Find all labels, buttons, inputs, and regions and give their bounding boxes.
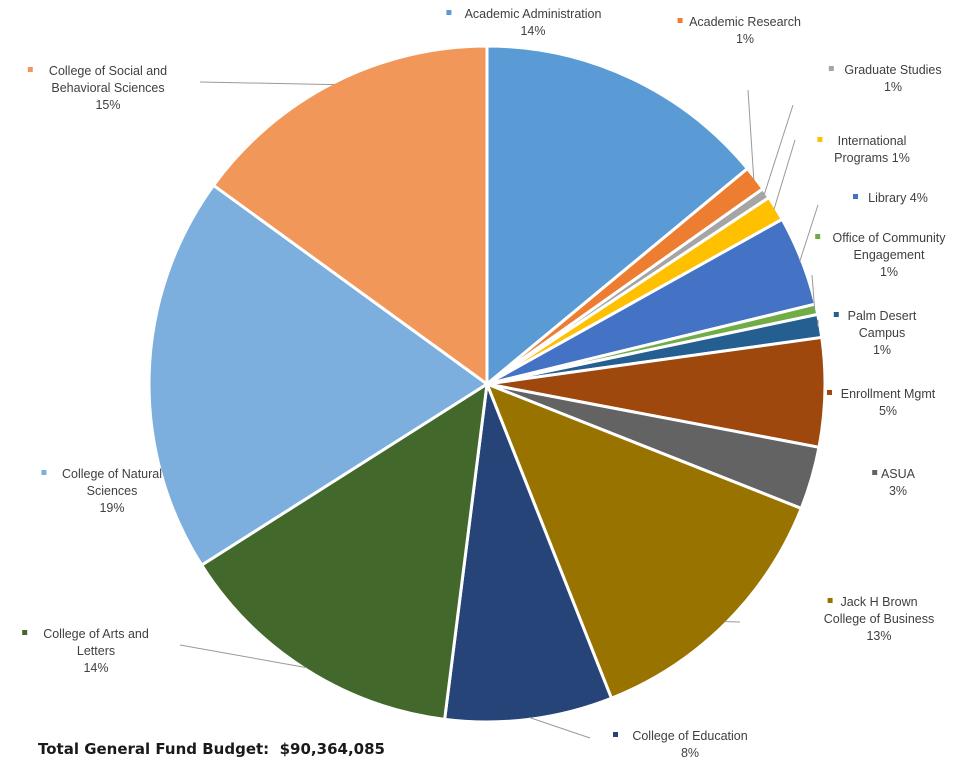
pie-slice bbox=[199, 381, 489, 722]
slice-label-name: Engagement bbox=[854, 248, 925, 262]
slice-label-percent: 1% bbox=[873, 343, 891, 357]
slice-label-name: Campus bbox=[859, 326, 906, 340]
slice-label-percent: 14% bbox=[520, 24, 545, 38]
slice-label: College of Arts and Letters 14% bbox=[22, 627, 149, 675]
legend-marker bbox=[41, 470, 47, 475]
legend-marker bbox=[833, 312, 839, 317]
legend-marker bbox=[828, 66, 834, 71]
legend-marker bbox=[22, 630, 28, 635]
slice-label-name: Palm Desert bbox=[848, 309, 917, 323]
slice-label: Graduate Studies 1% bbox=[828, 63, 942, 94]
legend-marker bbox=[817, 137, 823, 142]
leader-line bbox=[799, 204, 819, 262]
slice-label: Jack H Brown College of Business 13% bbox=[824, 595, 934, 643]
slice-label-name: Office of Community bbox=[832, 231, 946, 245]
slice-label: College of Social and Behavioral Sciences… bbox=[27, 64, 167, 112]
slice-label-percent: 5% bbox=[879, 404, 897, 418]
slice-label-name: ASUA bbox=[881, 467, 916, 481]
pie-slice bbox=[485, 44, 750, 388]
slice-label-name: Behavioral Sciences bbox=[51, 81, 164, 95]
slice-label-name: College of Social and bbox=[49, 64, 167, 78]
slice-label: Palm Desert Campus 1% bbox=[833, 309, 917, 357]
slice-label: Office of Community Engagement 1% bbox=[815, 231, 946, 279]
slice-label-name: Graduate Studies bbox=[844, 63, 941, 77]
slice-label: International Programs 1% bbox=[817, 134, 910, 165]
pie-slices bbox=[147, 44, 827, 724]
slice-label-name: International bbox=[838, 134, 907, 148]
legend-marker bbox=[677, 18, 683, 23]
slice-label: College of Education 8% bbox=[613, 729, 748, 760]
slice-label: College of Natural Sciences 19% bbox=[41, 467, 162, 515]
leader-line bbox=[811, 274, 816, 310]
legend-marker bbox=[853, 194, 858, 199]
leader-line bbox=[199, 81, 335, 86]
legend-marker bbox=[27, 67, 33, 72]
slice-label: Academic Administration 14% bbox=[446, 7, 601, 38]
pie-slice bbox=[147, 183, 490, 568]
total-budget-label: Total General Fund Budget: bbox=[38, 740, 270, 758]
legend-marker bbox=[827, 390, 832, 395]
slice-label-percent: 13% bbox=[866, 629, 891, 643]
slice-label-name: College of Natural bbox=[62, 467, 162, 481]
slice-label-name: Academic Administration bbox=[465, 7, 602, 21]
leader-line bbox=[763, 104, 794, 195]
slice-label-percent: 1% bbox=[736, 32, 754, 46]
slice-label-name: Library 4% bbox=[868, 191, 928, 205]
leader-lines bbox=[179, 81, 819, 739]
slice-label-name: Academic Research bbox=[689, 15, 801, 29]
legend-marker bbox=[827, 598, 833, 603]
slice-label: ASUA 3% bbox=[872, 467, 916, 498]
slice-label-percent: 8% bbox=[681, 746, 699, 760]
pie-slice bbox=[211, 44, 489, 387]
slice-label-name: College of Business bbox=[824, 612, 934, 626]
slice-label: Enrollment Mgmt 5% bbox=[827, 387, 936, 418]
total-budget-value: $90,364,085 bbox=[279, 740, 385, 758]
pie-slice bbox=[484, 381, 804, 701]
legend-marker bbox=[613, 732, 618, 737]
slice-label-name: College of Education bbox=[632, 729, 747, 743]
leader-line bbox=[528, 716, 591, 739]
slice-label-percent: 1% bbox=[884, 80, 902, 94]
slice-labels: Academic Administration 14% Academic Resea… bbox=[22, 7, 946, 760]
slice-label-name: Programs 1% bbox=[834, 151, 910, 165]
slice-label-name: Enrollment Mgmt bbox=[841, 387, 936, 401]
slice-label-name: Letters bbox=[77, 644, 115, 658]
slice-label-name: Sciences bbox=[87, 484, 138, 498]
total-budget-text: Total General Fund Budget: $90,364,085 bbox=[38, 740, 385, 758]
slice-label: Academic Research 1% bbox=[677, 15, 801, 46]
slice-label-name: Jack H Brown bbox=[840, 595, 917, 609]
slice-label-percent: 1% bbox=[880, 265, 898, 279]
slice-label: Library 4% bbox=[853, 191, 928, 205]
legend-marker bbox=[815, 234, 821, 239]
slice-label-percent: 3% bbox=[889, 484, 907, 498]
slice-label-percent: 19% bbox=[99, 501, 124, 515]
slice-label-percent: 14% bbox=[83, 661, 108, 675]
slice-label-percent: 15% bbox=[95, 98, 120, 112]
leader-line bbox=[773, 139, 796, 210]
leader-line bbox=[747, 89, 755, 180]
pie-slice bbox=[442, 383, 614, 724]
leader-line bbox=[179, 644, 308, 669]
slice-label-name: College of Arts and bbox=[43, 627, 149, 641]
legend-marker bbox=[872, 470, 878, 475]
legend-marker bbox=[446, 10, 452, 15]
